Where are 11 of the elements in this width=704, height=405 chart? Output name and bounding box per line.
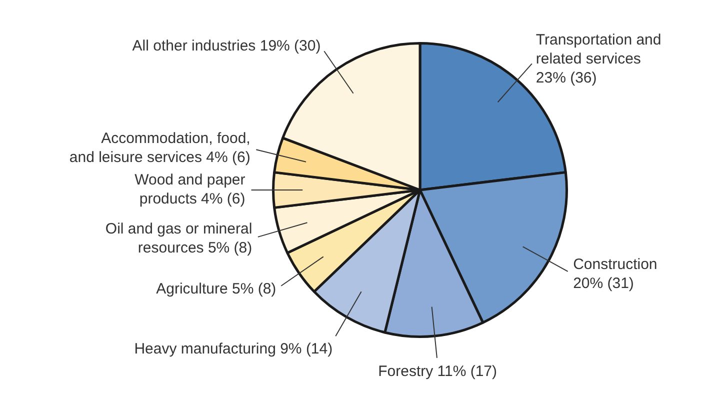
slice-label: Wood and paper products 4% (6) (134, 172, 246, 208)
data-label: 23% (36) (536, 69, 597, 86)
slice-label: Forestry 11% (17) (378, 363, 498, 380)
data-label: 20% (31) (573, 274, 634, 292)
slice-label: Accommodation, food, and leisure services 4% (6) (69, 130, 250, 166)
slice-label: Construction (573, 256, 658, 273)
slice-label: Oil and gas or mineral resources 5% (8) (105, 220, 252, 256)
slice-label: Agriculture 5% (8) (156, 280, 276, 298)
slice-label: All other industries 19% (30) (132, 37, 321, 54)
slice-label: Heavy manufacturing 9% (14) (134, 340, 333, 358)
slice-label: Transportation and related services (536, 31, 662, 68)
